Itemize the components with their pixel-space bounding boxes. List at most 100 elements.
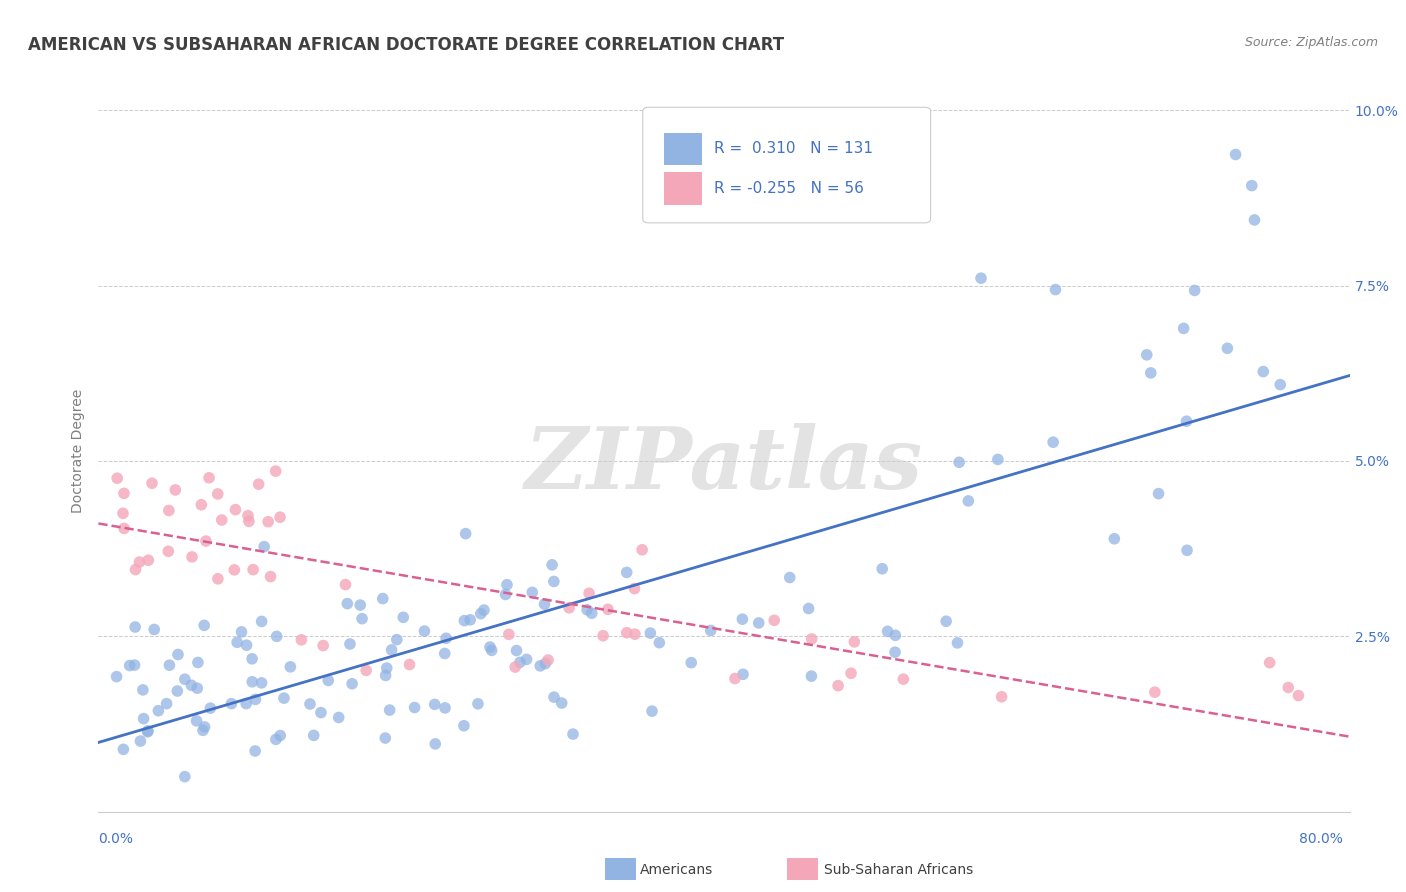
Point <box>112 742 135 756</box>
Point <box>581 606 603 620</box>
Text: Source: ZipAtlas.com: Source: ZipAtlas.com <box>1244 36 1378 49</box>
Text: ZIPatlas: ZIPatlas <box>524 423 924 507</box>
Point <box>194 534 217 549</box>
Point <box>211 513 233 527</box>
Point <box>385 632 408 647</box>
Point <box>434 632 457 646</box>
Point <box>129 734 152 748</box>
Point <box>631 542 654 557</box>
Point <box>616 566 638 580</box>
Point <box>731 667 754 681</box>
Point <box>245 692 267 706</box>
Point <box>1240 178 1263 193</box>
Point <box>578 586 600 600</box>
Point <box>156 697 179 711</box>
Point <box>124 562 146 576</box>
Point <box>242 563 264 577</box>
Point <box>238 514 260 528</box>
Point <box>503 660 526 674</box>
Point <box>328 710 350 724</box>
Point <box>748 615 770 630</box>
Text: 80.0%: 80.0% <box>1299 832 1343 846</box>
Point <box>478 640 501 654</box>
Point <box>681 656 703 670</box>
Point <box>112 486 135 500</box>
Point <box>434 701 457 715</box>
Point <box>269 729 291 743</box>
Point <box>1136 348 1159 362</box>
Point <box>592 629 614 643</box>
Point <box>193 618 215 632</box>
Point <box>1225 147 1247 161</box>
Point <box>1042 435 1064 450</box>
Point <box>467 697 489 711</box>
Point <box>136 553 159 567</box>
Point <box>893 672 915 686</box>
Point <box>124 658 146 673</box>
Point <box>132 682 155 697</box>
Point <box>273 691 295 706</box>
Point <box>374 731 396 745</box>
Point <box>335 577 357 591</box>
Point <box>413 624 436 638</box>
Point <box>157 658 180 673</box>
Point <box>298 697 321 711</box>
Point <box>640 626 662 640</box>
Point <box>198 471 221 485</box>
Point <box>374 668 396 682</box>
Point <box>623 582 645 596</box>
Point <box>481 643 503 657</box>
Point <box>543 574 565 589</box>
Point <box>1270 377 1292 392</box>
Point <box>624 627 647 641</box>
Point <box>349 598 371 612</box>
Point <box>987 452 1010 467</box>
Point <box>309 706 332 720</box>
Point <box>340 677 363 691</box>
Point <box>844 635 866 649</box>
Point <box>269 510 291 524</box>
Point <box>128 555 150 569</box>
Point <box>529 659 551 673</box>
Point <box>339 637 361 651</box>
Text: R =  0.310   N = 131: R = 0.310 N = 131 <box>714 141 873 156</box>
Point <box>884 645 907 659</box>
Point <box>935 614 957 628</box>
Point <box>105 471 128 485</box>
Point <box>240 652 263 666</box>
Point <box>124 620 146 634</box>
Point <box>1147 486 1170 500</box>
Point <box>596 602 619 616</box>
Point <box>264 732 287 747</box>
Text: R = -0.255   N = 56: R = -0.255 N = 56 <box>714 181 863 195</box>
Point <box>1173 321 1195 335</box>
Point <box>187 656 209 670</box>
Point <box>648 636 671 650</box>
Point <box>1143 685 1166 699</box>
Point <box>312 639 335 653</box>
Text: AMERICAN VS SUBSAHARAN AFRICAN DOCTORATE DEGREE CORRELATION CHART: AMERICAN VS SUBSAHARAN AFRICAN DOCTORATE… <box>28 36 785 54</box>
Point <box>207 487 229 501</box>
Point <box>957 494 980 508</box>
Point <box>496 578 519 592</box>
Point <box>505 643 527 657</box>
Point <box>876 624 898 639</box>
Y-axis label: Doctorate Degree: Doctorate Degree <box>70 388 84 513</box>
Point <box>371 591 394 606</box>
Point <box>236 508 259 523</box>
Point <box>537 653 560 667</box>
Point <box>1251 365 1274 379</box>
Point <box>724 672 747 686</box>
Point <box>221 697 243 711</box>
Point <box>458 613 481 627</box>
Point <box>453 719 475 733</box>
Point <box>226 635 249 649</box>
Point <box>1277 681 1299 695</box>
Point <box>235 638 257 652</box>
Point <box>259 569 281 583</box>
Point <box>392 610 415 624</box>
Point <box>641 704 664 718</box>
Point <box>336 597 359 611</box>
Point <box>1216 341 1239 355</box>
Point <box>398 657 420 672</box>
